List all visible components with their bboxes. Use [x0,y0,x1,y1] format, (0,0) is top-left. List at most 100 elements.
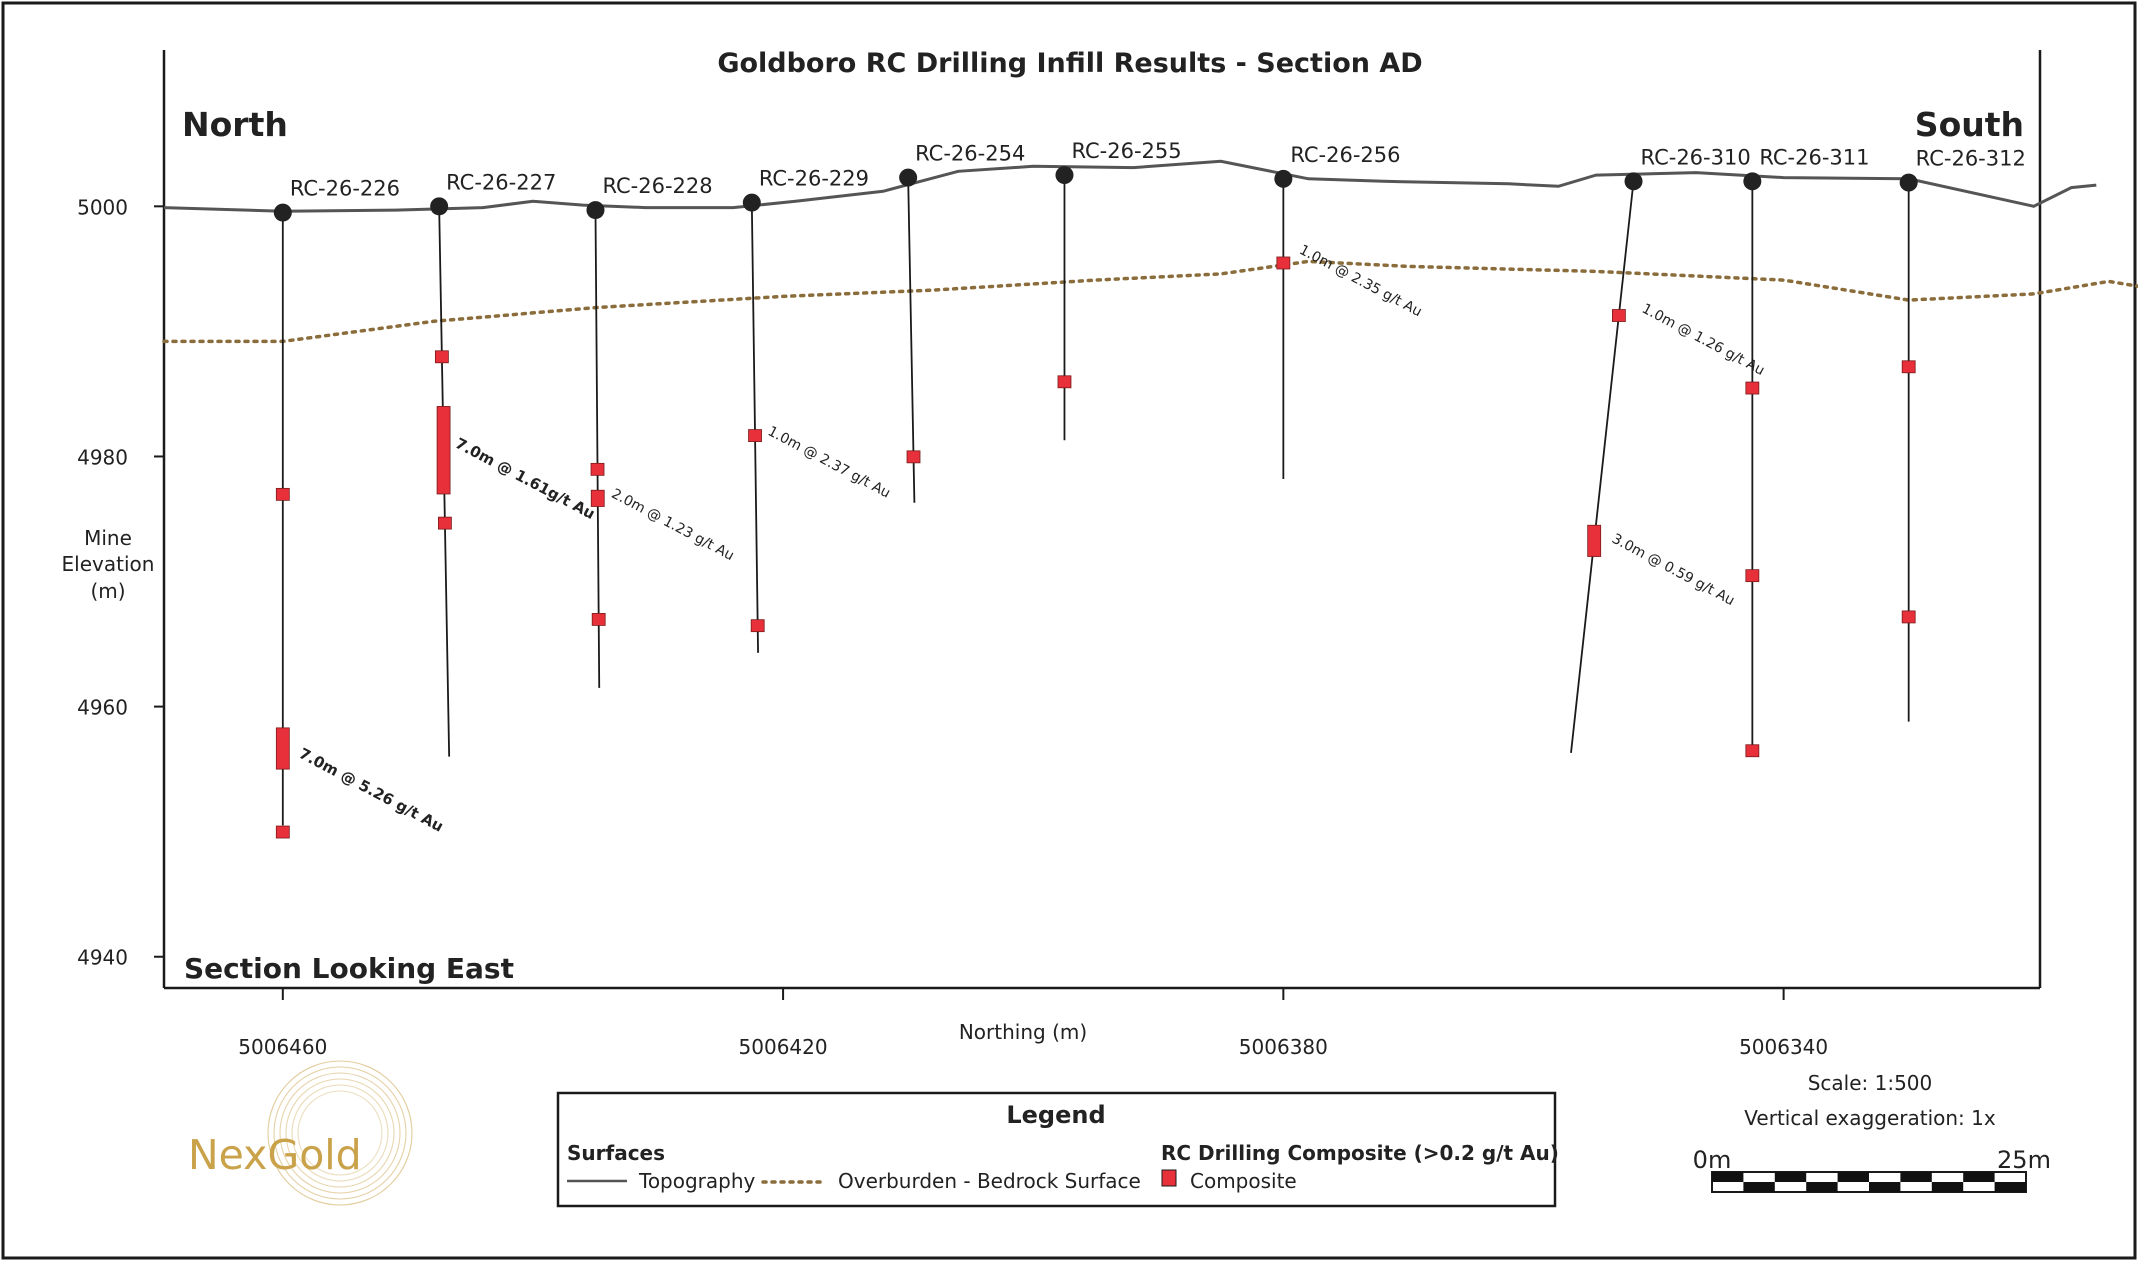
logo-ring [267,1060,413,1206]
drill-hole: RC-26-226 [273,177,400,839]
south-label: South [1915,105,2024,144]
y-tick-label: 4940 [77,946,128,970]
scale-bar-segment [1743,1182,1775,1192]
scale-bar-segment [1806,1182,1838,1192]
drill-trace [907,177,916,503]
drill-hole-label: RC-26-226 [290,177,400,201]
drill-hole: RC-26-256 [1274,143,1401,479]
legend-title: Legend [1006,1101,1105,1129]
x-tick-label: 5006380 [1239,1035,1328,1059]
drill-hole: RC-26-312 [1899,147,2026,722]
composite-marker [434,350,449,364]
drill-hole: RC-26-229 [742,167,869,653]
composite-marker [748,429,762,442]
y-tick-label: 5000 [77,195,128,219]
collar-marker [1274,169,1293,188]
composite-marker [275,825,290,839]
drill-hole-label: RC-26-255 [1071,139,1181,163]
logo-ring [285,1078,395,1188]
drill-hole-label: RC-26-312 [1916,147,2026,171]
legend-overburden-label: Overburden - Bedrock Surface [838,1169,1141,1193]
drill-holes: RC-26-226 RC-26-227 RC-26-228 RC-26-229 RC-2… [273,139,2026,839]
scale-bar-segment [1931,1182,1964,1192]
scale-bar-segment [1774,1172,1807,1182]
composite-marker [275,727,290,770]
composite-marker [1901,610,1916,624]
composite-marker [1745,381,1760,395]
composite-marker [590,489,605,507]
drill-hole: RC-26-310 [1570,145,1751,753]
composite-marker [1587,524,1602,557]
drill-hole-label: RC-26-254 [915,142,1025,166]
y-axis-label-line-3: (m) [90,579,125,603]
x-tick-label: 5006340 [1739,1035,1828,1059]
scale-bar-start-label: 0m [1693,1146,1732,1174]
vertical-exaggeration-label: Vertical exaggeration: 1x [1744,1106,1996,1130]
composite-marker [1276,256,1291,270]
drill-hole: RC-26-228 [586,174,713,688]
composite-marker [1745,569,1760,583]
collar-marker [586,201,605,220]
x-axis-label: Northing (m) [959,1020,1087,1044]
scale-bar-segment [1869,1182,1901,1192]
scale-bar [1711,1171,2027,1193]
composite-marker [437,516,452,530]
logo-ring [297,1090,383,1176]
scale-ratio-label: Scale: 1:500 [1808,1071,1933,1095]
legend-composite-swatch [1161,1169,1177,1187]
collar-marker [742,193,761,212]
x-tick-label: 5006420 [739,1035,828,1059]
section-looking-east-label: Section Looking East [184,952,514,985]
collar-marker [273,203,292,222]
y-tick-label: 4980 [77,445,128,469]
drill-hole: RC-26-311 [1743,145,1870,758]
nexgold-logo: NexGold [188,1060,413,1206]
drill-hole-label: RC-26-227 [446,170,556,194]
composite-marker [1611,309,1626,322]
logo-ring [291,1084,389,1182]
collar-marker [1743,172,1762,191]
legend-topography-label: Topography [638,1169,756,1193]
legend: Legend Surfaces Topography Overburden - … [556,1091,1559,1208]
scale-bar-segment [1963,1172,1995,1182]
y-axis-label-line-2: Elevation [62,552,155,576]
legend-composite-label: Composite [1190,1169,1297,1193]
scale-bar-end-label: 25m [1997,1146,2051,1174]
drill-trace [750,202,759,653]
drill-hole-label: RC-26-311 [1759,145,1869,169]
drill-hole-label: RC-26-228 [602,174,712,198]
composite-marker [436,406,451,495]
drill-trace [594,210,601,688]
scale-bar-segment [1712,1172,1744,1182]
scale-bar-segment [1837,1172,1869,1182]
composite-marker [590,462,605,476]
scale-bar-segment [1900,1172,1932,1182]
logo-text: NexGold [188,1131,362,1179]
y-axis-label-line-1: Mine [84,526,132,550]
collar-marker [1624,172,1643,191]
topography-line [163,159,2097,213]
logo-rings [267,1060,413,1206]
legend-box [556,1091,1557,1208]
collar-marker [1055,166,1074,185]
drill-hole: RC-26-227 [430,170,556,757]
drill-hole: RC-26-255 [1055,139,1182,441]
composite-marker [750,619,765,633]
drill-hole: RC-26-254 [899,142,1025,503]
composite-marker [591,613,606,626]
drill-trace [1570,181,1635,753]
composite-marker [1057,375,1072,389]
scale-bar-segment [1994,1182,2026,1192]
collar-marker [1899,173,1918,192]
drill-hole-label: RC-26-256 [1290,143,1400,167]
section-title: Goldboro RC Drilling Infill Results - Se… [717,48,1422,79]
composite-marker [1745,744,1760,758]
scale-block: Scale: 1:500 Vertical exaggeration: 1x 0… [1693,1071,2051,1193]
legend-composite-heading: RC Drilling Composite (>0.2 g/t Au) [1161,1141,1559,1165]
composite-marker [906,450,921,464]
y-axis-ticks: 5000 4980 4960 4940 [77,195,164,970]
drill-hole-label: RC-26-310 [1641,145,1751,169]
y-tick-label: 4960 [77,696,128,720]
